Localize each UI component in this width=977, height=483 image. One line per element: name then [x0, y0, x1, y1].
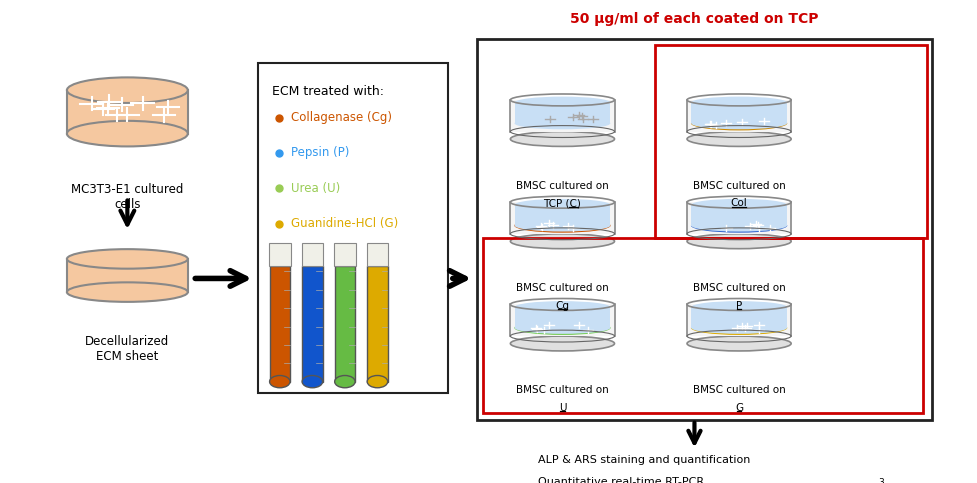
Text: Col: Col [730, 199, 746, 209]
Text: U: U [558, 403, 566, 413]
Text: 50 μg/ml of each coated on TCP: 50 μg/ml of each coated on TCP [570, 12, 818, 26]
Polygon shape [66, 90, 188, 134]
FancyBboxPatch shape [477, 39, 931, 420]
Ellipse shape [514, 321, 610, 335]
Text: BMSC cultured on: BMSC cultured on [516, 181, 609, 191]
Text: P: P [736, 301, 742, 311]
Text: Collagenase (Cg): Collagenase (Cg) [291, 111, 392, 124]
Ellipse shape [66, 77, 188, 103]
Ellipse shape [686, 234, 790, 249]
Ellipse shape [690, 219, 786, 233]
Ellipse shape [510, 131, 614, 146]
Ellipse shape [510, 234, 614, 249]
Text: ECM treated with:: ECM treated with: [273, 85, 384, 98]
Ellipse shape [270, 375, 290, 388]
Text: ALP & ARS staining and quantification: ALP & ARS staining and quantification [537, 455, 750, 465]
Polygon shape [510, 304, 614, 336]
Bar [366, 243, 388, 266]
Text: G: G [735, 403, 743, 413]
Text: Quantitative real-time RT-PCR: Quantitative real-time RT-PCR [537, 477, 703, 483]
Bar [269, 243, 290, 266]
Ellipse shape [514, 199, 610, 211]
FancyBboxPatch shape [257, 63, 447, 393]
Text: MC3T3-E1 cultured
cells: MC3T3-E1 cultured cells [71, 183, 184, 211]
Ellipse shape [691, 322, 786, 334]
Polygon shape [510, 100, 614, 131]
Text: Pepsin (P): Pepsin (P) [291, 146, 349, 159]
Polygon shape [691, 205, 786, 226]
Polygon shape [686, 304, 790, 336]
Polygon shape [510, 202, 614, 234]
Polygon shape [514, 307, 610, 328]
Ellipse shape [691, 97, 786, 109]
Ellipse shape [686, 336, 790, 351]
Polygon shape [691, 307, 786, 328]
Polygon shape [514, 205, 610, 226]
Ellipse shape [514, 322, 610, 334]
Ellipse shape [66, 249, 188, 269]
Text: BMSC cultured on: BMSC cultured on [692, 283, 785, 293]
Polygon shape [686, 100, 790, 131]
Text: BMSC cultured on: BMSC cultured on [692, 385, 785, 396]
Text: BMSC cultured on: BMSC cultured on [516, 283, 609, 293]
Ellipse shape [514, 219, 610, 233]
Ellipse shape [514, 301, 610, 313]
Ellipse shape [690, 321, 786, 335]
Text: Decellularized
ECM sheet: Decellularized ECM sheet [85, 335, 169, 363]
Ellipse shape [514, 220, 610, 231]
Ellipse shape [690, 116, 786, 130]
Ellipse shape [686, 131, 790, 146]
Ellipse shape [691, 220, 786, 231]
Ellipse shape [66, 121, 188, 146]
Bar [334, 266, 355, 382]
Text: BMSC cultured on: BMSC cultured on [692, 181, 785, 191]
Bar [334, 243, 356, 266]
Ellipse shape [334, 375, 355, 388]
Bar [366, 266, 387, 382]
Ellipse shape [302, 375, 322, 388]
Text: BMSC cultured on: BMSC cultured on [516, 385, 609, 396]
Bar [301, 243, 322, 266]
Ellipse shape [691, 199, 786, 211]
Text: Cg: Cg [555, 301, 569, 311]
Text: Guanidine-HCl (G): Guanidine-HCl (G) [291, 217, 398, 230]
Text: 3: 3 [877, 478, 883, 483]
Ellipse shape [514, 97, 610, 109]
Ellipse shape [366, 375, 387, 388]
Polygon shape [66, 259, 188, 292]
Polygon shape [514, 102, 610, 123]
Polygon shape [691, 102, 786, 123]
Ellipse shape [514, 117, 610, 129]
Polygon shape [686, 202, 790, 234]
Ellipse shape [691, 301, 786, 313]
Ellipse shape [691, 117, 786, 129]
Bar [302, 266, 322, 382]
Ellipse shape [510, 336, 614, 351]
Text: TCP (C): TCP (C) [543, 199, 580, 209]
Bar [270, 266, 290, 382]
Text: Urea (U): Urea (U) [291, 182, 340, 195]
Ellipse shape [66, 283, 188, 302]
